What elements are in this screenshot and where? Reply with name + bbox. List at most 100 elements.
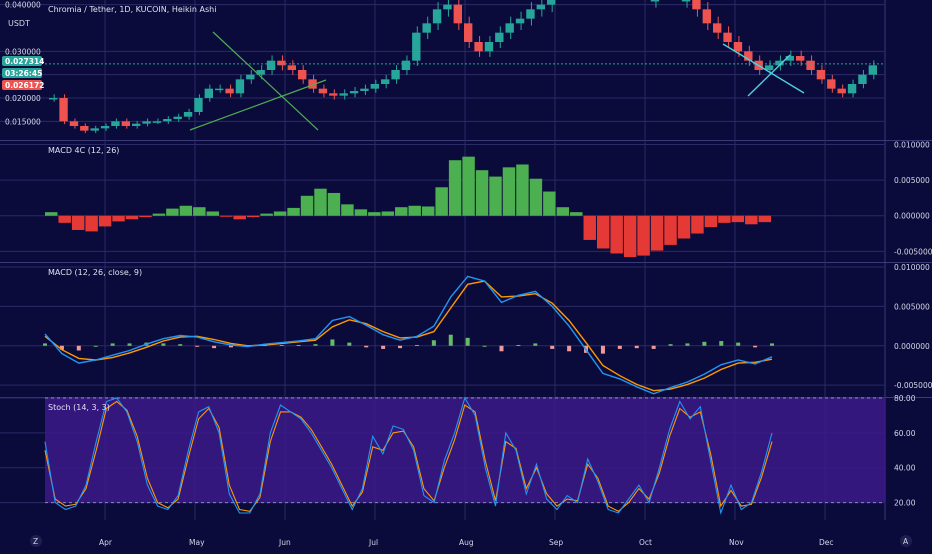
- candle[interactable]: [277, 60, 286, 66]
- candle[interactable]: [360, 88, 369, 91]
- candle[interactable]: [298, 70, 307, 80]
- candle[interactable]: [464, 23, 473, 42]
- macd4c-bar[interactable]: [677, 215, 691, 239]
- macd-hist-bar[interactable]: [414, 344, 419, 346]
- candle[interactable]: [329, 93, 338, 96]
- candle[interactable]: [474, 42, 483, 52]
- macd-hist-bar[interactable]: [43, 343, 47, 346]
- macd-line[interactable]: [44, 275, 773, 395]
- candle[interactable]: [505, 23, 514, 33]
- macd4c-bar[interactable]: [704, 215, 718, 228]
- macd4c-bar[interactable]: [623, 215, 637, 258]
- macd4c-bar[interactable]: [273, 211, 287, 216]
- macd4c-bar[interactable]: [45, 212, 58, 216]
- macd-hist-bar[interactable]: [482, 345, 487, 347]
- macd4c-bar[interactable]: [637, 215, 650, 256]
- stoch-pane[interactable]: [44, 396, 885, 516]
- macd4c-bar[interactable]: [85, 215, 98, 232]
- macd-hist-bar[interactable]: [736, 342, 741, 346]
- macd4c-bar[interactable]: [556, 207, 570, 216]
- candle[interactable]: [816, 70, 826, 80]
- candle[interactable]: [266, 60, 276, 70]
- trendline-green-support[interactable]: [189, 79, 327, 131]
- macd4c-bar[interactable]: [570, 212, 583, 216]
- macd4c-bar[interactable]: [341, 204, 354, 216]
- macd4c-bar[interactable]: [246, 215, 260, 218]
- candle[interactable]: [650, 0, 660, 2]
- macd4c-bar[interactable]: [475, 170, 489, 216]
- macd4c-bar[interactable]: [596, 215, 610, 249]
- macd4c-bar[interactable]: [354, 209, 368, 216]
- macd4c-bar[interactable]: [112, 215, 125, 222]
- macd-hist-bar[interactable]: [465, 337, 470, 346]
- macd4c-bar[interactable]: [300, 195, 314, 216]
- macd-hist-bar[interactable]: [617, 345, 622, 349]
- macd-hist-bar[interactable]: [127, 343, 132, 346]
- candle[interactable]: [702, 9, 711, 24]
- macd-hist-bar[interactable]: [296, 344, 301, 346]
- candle[interactable]: [713, 23, 722, 33]
- macd4c-bar[interactable]: [98, 215, 112, 227]
- candle[interactable]: [49, 98, 58, 100]
- candle[interactable]: [422, 23, 431, 33]
- candle[interactable]: [370, 84, 379, 89]
- macd4c-bar[interactable]: [691, 215, 704, 234]
- macd4c-bar[interactable]: [758, 215, 771, 223]
- macd4c-bar[interactable]: [610, 215, 623, 254]
- price-pane[interactable]: [45, 0, 885, 134]
- macd4c-bar[interactable]: [287, 207, 300, 216]
- macd4c-bar[interactable]: [125, 215, 139, 220]
- macd4c-bar[interactable]: [502, 167, 516, 216]
- macd-hist-bar[interactable]: [161, 343, 166, 346]
- macd4c-bar[interactable]: [260, 213, 273, 216]
- candle[interactable]: [744, 51, 753, 61]
- macd-hist-bar[interactable]: [685, 343, 690, 346]
- macd-hist-bar[interactable]: [76, 345, 81, 351]
- macd-hist-bar[interactable]: [719, 341, 724, 346]
- candle[interactable]: [547, 0, 556, 5]
- macd4c-bar[interactable]: [166, 208, 179, 216]
- macd-hist-bar[interactable]: [533, 343, 538, 346]
- macd-hist-bar[interactable]: [550, 345, 555, 349]
- macd4c-bar[interactable]: [435, 187, 448, 216]
- macd-hist-bar[interactable]: [753, 345, 758, 348]
- candle[interactable]: [142, 121, 151, 124]
- candle[interactable]: [806, 60, 815, 70]
- candle[interactable]: [796, 56, 805, 61]
- candle[interactable]: [256, 70, 265, 75]
- candle[interactable]: [349, 91, 359, 94]
- macd4c-bar[interactable]: [745, 215, 758, 225]
- candle[interactable]: [401, 60, 411, 70]
- candle[interactable]: [847, 84, 857, 94]
- candle[interactable]: [526, 9, 535, 19]
- macd-hist-bar[interactable]: [651, 345, 656, 349]
- candle[interactable]: [868, 65, 877, 75]
- macd4c-bar[interactable]: [448, 160, 462, 216]
- candle[interactable]: [90, 128, 99, 131]
- candle[interactable]: [785, 56, 794, 61]
- macd-hist-bar[interactable]: [313, 344, 318, 346]
- candle[interactable]: [215, 88, 224, 91]
- candle[interactable]: [339, 93, 348, 96]
- macd-hist-bar[interactable]: [59, 345, 64, 350]
- candle[interactable]: [692, 0, 701, 10]
- macd-hist-bar[interactable]: [178, 344, 183, 346]
- auto-scale-icon[interactable]: A: [903, 537, 909, 546]
- candle[interactable]: [287, 65, 296, 70]
- macd4c-bar[interactable]: [152, 213, 166, 216]
- macd4c-bar[interactable]: [421, 206, 435, 216]
- candle[interactable]: [183, 112, 193, 117]
- macd4c-bar[interactable]: [381, 211, 395, 216]
- candle[interactable]: [318, 88, 328, 94]
- candle[interactable]: [173, 116, 182, 119]
- candle[interactable]: [100, 126, 110, 129]
- macd-hist-bar[interactable]: [770, 343, 774, 346]
- macd4c-bar[interactable]: [58, 215, 71, 223]
- candle[interactable]: [152, 121, 162, 123]
- macd-hist-bar[interactable]: [600, 345, 605, 354]
- candle[interactable]: [132, 123, 141, 126]
- candle[interactable]: [69, 121, 79, 126]
- candle[interactable]: [308, 79, 317, 89]
